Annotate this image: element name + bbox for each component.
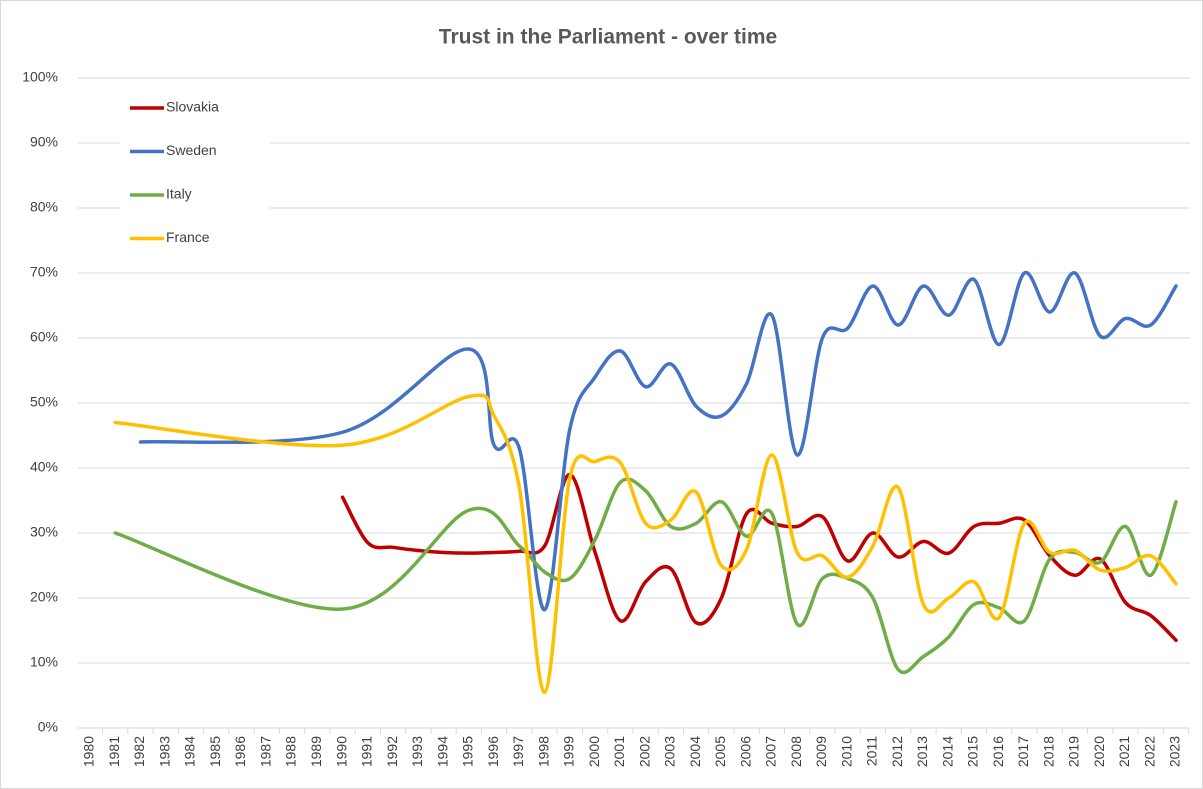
x-tick-label: 2019 <box>1066 736 1082 767</box>
series-line <box>340 472 1178 642</box>
x-tick-label: 1994 <box>434 736 450 767</box>
y-tick-label: 20% <box>30 589 58 605</box>
x-tick-label: 2007 <box>763 736 779 767</box>
y-tick-label: 80% <box>30 199 58 215</box>
x-tick-label: 1998 <box>535 736 551 767</box>
x-tick-label: 1990 <box>333 736 349 767</box>
y-tick-label: 100% <box>22 69 58 85</box>
y-tick-label: 0% <box>38 719 58 735</box>
y-tick-label: 60% <box>30 329 58 345</box>
y-tick-label: 90% <box>30 134 58 150</box>
legend-box <box>120 92 270 257</box>
x-tick-label: 2002 <box>636 736 652 767</box>
x-tick-label: 1983 <box>156 736 172 767</box>
x-tick-label: 2014 <box>939 736 955 767</box>
x-tick-label: 2008 <box>788 736 804 767</box>
x-tick-label: 1984 <box>182 736 198 767</box>
series-line <box>113 393 1178 695</box>
x-tick-label: 2023 <box>1167 736 1183 767</box>
series-line <box>138 271 1178 612</box>
y-tick-label: 10% <box>30 654 58 670</box>
x-tick-label: 1992 <box>384 736 400 767</box>
x-tick-label: 1987 <box>257 736 273 767</box>
series-line <box>113 477 1178 675</box>
x-tick-label: 1996 <box>485 736 501 767</box>
x-tick-label: 2000 <box>586 736 602 767</box>
x-tick-label: 2022 <box>1141 736 1157 767</box>
x-tick-label: 2012 <box>889 736 905 767</box>
x-tick-label: 1997 <box>510 736 526 767</box>
y-tick-label: 50% <box>30 394 58 410</box>
x-tick-label: 2001 <box>611 736 627 767</box>
legend-label: Italy <box>166 186 192 202</box>
x-tick-label: 1986 <box>232 736 248 767</box>
x-tick-label: 2013 <box>914 736 930 767</box>
x-tick-label: 2011 <box>864 736 880 766</box>
x-tick-label: 2006 <box>737 736 753 767</box>
x-tick-label: 1995 <box>460 736 476 767</box>
x-tick-label: 1981 <box>106 736 122 767</box>
x-tick-label: 2005 <box>712 736 728 767</box>
x-tick-label: 1993 <box>409 736 425 767</box>
y-tick-label: 70% <box>30 264 58 280</box>
legend-label: Sweden <box>166 142 217 158</box>
x-tick-label: 2004 <box>687 736 703 767</box>
x-tick-label: 1989 <box>308 736 324 767</box>
legend-label: Slovakia <box>166 99 219 115</box>
x-tick-label: 2020 <box>1091 736 1107 767</box>
x-tick-label: 1980 <box>81 736 97 767</box>
x-tick-label: 1991 <box>359 736 375 767</box>
x-tick-label: 2018 <box>1040 736 1056 767</box>
x-tick-label: 2017 <box>1015 736 1031 767</box>
x-tick-label: 2015 <box>965 736 981 767</box>
legend-label: France <box>166 229 210 245</box>
x-tick-label: 1988 <box>283 736 299 767</box>
x-tick-label: 1985 <box>207 736 223 767</box>
x-tick-label: 2003 <box>662 736 678 767</box>
x-tick-label: 1999 <box>561 736 577 767</box>
x-tick-label: 2009 <box>813 736 829 767</box>
chart-title: Trust in the Parliament - over time <box>439 26 777 49</box>
y-tick-label: 30% <box>30 524 58 540</box>
x-tick-label: 2016 <box>990 736 1006 767</box>
x-tick-label: 2021 <box>1116 736 1132 767</box>
x-tick-label: 2010 <box>838 736 854 767</box>
y-tick-label: 40% <box>30 459 58 475</box>
x-tick-label: 1982 <box>131 736 147 767</box>
